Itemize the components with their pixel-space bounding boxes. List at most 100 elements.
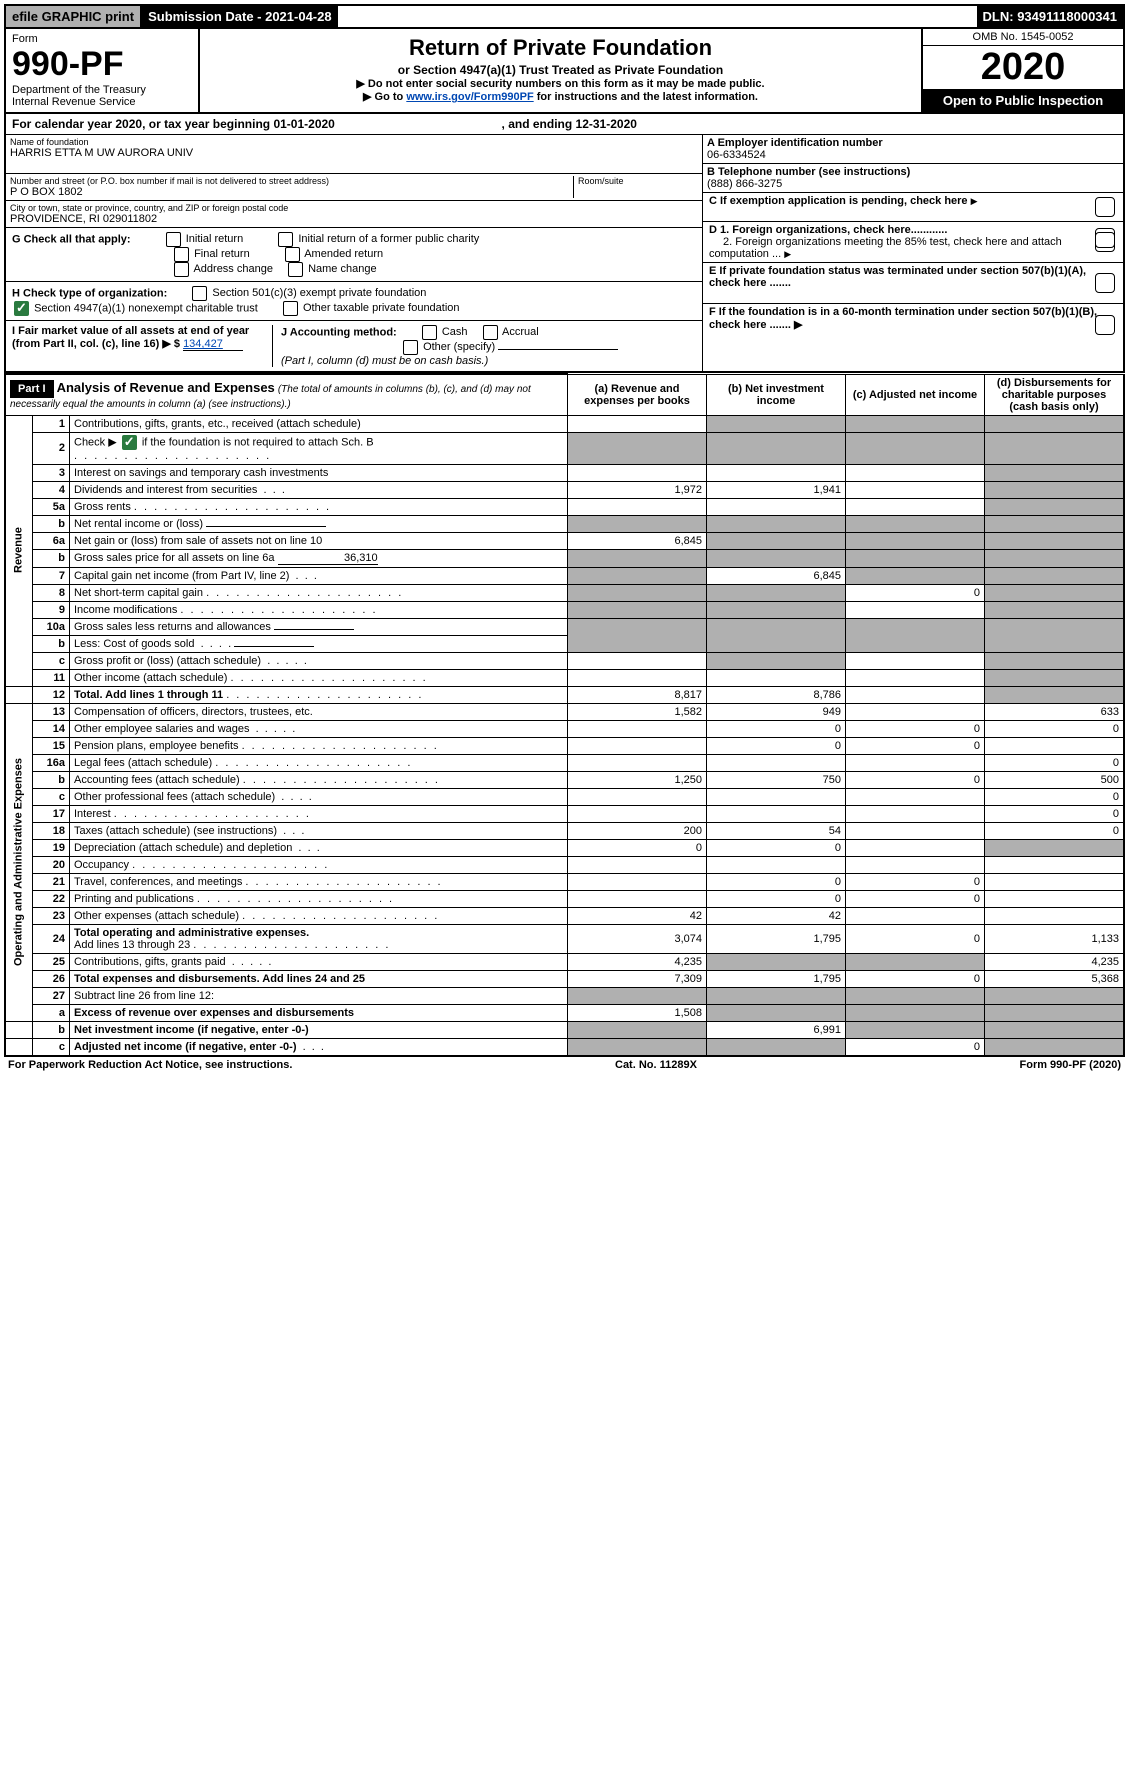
g-opt-3: Amended return — [304, 248, 383, 260]
j-other: Other (specify) — [423, 341, 495, 353]
page-footer: For Paperwork Reduction Act Notice, see … — [4, 1057, 1125, 1073]
lineno: b — [33, 515, 70, 532]
cell-value: 0 — [846, 771, 985, 788]
cell-value: 0 — [707, 720, 846, 737]
address: P O BOX 1802 — [10, 186, 573, 198]
cell-value: 1,250 — [568, 771, 707, 788]
line-desc: Total operating and administrative expen… — [74, 927, 309, 939]
form-number: 990-PF — [12, 45, 192, 84]
line-desc: Travel, conferences, and meetings — [74, 876, 242, 888]
cell-value: 1,972 — [568, 481, 707, 498]
f-label: F If the foundation is in a 60-month ter… — [709, 306, 1097, 331]
line-desc: Legal fees (attach schedule) — [74, 757, 212, 769]
schb-checkbox[interactable] — [122, 435, 137, 450]
part1-title: Analysis of Revenue and Expenses — [57, 380, 275, 395]
line-desc: Other professional fees (attach schedule… — [74, 791, 275, 803]
lineno: 11 — [33, 669, 70, 686]
cell-value: 0 — [985, 805, 1125, 822]
cell-value: 750 — [707, 771, 846, 788]
a-label: A Employer identification number — [707, 137, 1119, 149]
lineno: 19 — [33, 839, 70, 856]
line-desc: Income modifications — [74, 604, 177, 616]
cell-value: 0 — [846, 1038, 985, 1056]
cash-checkbox[interactable] — [422, 325, 437, 340]
initial-former-checkbox[interactable] — [278, 232, 293, 247]
g-label: G Check all that apply: — [12, 233, 131, 245]
other-method-checkbox[interactable] — [403, 340, 418, 355]
irs-label: Internal Revenue Service — [12, 96, 192, 108]
part1-label: Part I — [10, 380, 54, 398]
4947a1-checkbox[interactable] — [14, 301, 29, 316]
fmv-value-link[interactable]: 134,427 — [183, 338, 243, 351]
name-change-checkbox[interactable] — [288, 262, 303, 277]
line-desc: Depreciation (attach schedule) and deple… — [74, 842, 292, 854]
cell-value: 0 — [846, 890, 985, 907]
j-label: J Accounting method: — [281, 326, 397, 338]
cell-value: 1,795 — [707, 970, 846, 987]
efile-print-button[interactable]: efile GRAPHIC print — [6, 6, 142, 27]
calendar-year-mid: , and ending — [502, 117, 576, 131]
table-row: 6aNet gain or (loss) from sale of assets… — [5, 532, 1124, 549]
other-taxable-checkbox[interactable] — [283, 301, 298, 316]
d2-checkbox[interactable] — [1095, 228, 1115, 248]
cell-value: 0 — [846, 737, 985, 754]
table-row: 16aLegal fees (attach schedule) 0 — [5, 754, 1124, 771]
line-desc: Pension plans, employee benefits — [74, 740, 239, 752]
accrual-checkbox[interactable] — [483, 325, 498, 340]
form-subtitle: or Section 4947(a)(1) Trust Treated as P… — [206, 63, 915, 77]
cell-value: 0 — [846, 873, 985, 890]
opex-section-label: Operating and Administrative Expenses — [5, 703, 33, 1021]
line-desc: Net investment income (if negative, ente… — [74, 1024, 309, 1036]
calendar-year-pre: For calendar year 2020, or tax year begi… — [12, 117, 273, 131]
line-desc: Other employee salaries and wages — [74, 723, 249, 735]
table-row: bNet investment income (if negative, ent… — [5, 1021, 1124, 1038]
open-to-public: Open to Public Inspection — [923, 89, 1123, 112]
form990pf-link[interactable]: www.irs.gov/Form990PF — [406, 91, 533, 103]
table-row: 22Printing and publications 00 — [5, 890, 1124, 907]
form-note-1: ▶ Do not enter social security numbers o… — [206, 77, 915, 90]
line-desc: Less: Cost of goods sold — [74, 638, 194, 650]
omb-number: OMB No. 1545-0052 — [923, 29, 1123, 46]
lineno: b — [33, 549, 70, 567]
table-row: 15Pension plans, employee benefits 00 — [5, 737, 1124, 754]
line-desc: Gross sales less returns and allowances — [74, 621, 271, 633]
line-desc: Net gain or (loss) from sale of assets n… — [70, 532, 568, 549]
cell-value: 949 — [707, 703, 846, 720]
table-row: 7Capital gain net income (from Part IV, … — [5, 567, 1124, 584]
table-row: 24 Total operating and administrative exp… — [5, 924, 1124, 953]
table-row: bNet rental income or (loss) — [5, 515, 1124, 532]
address-change-checkbox[interactable] — [174, 262, 189, 277]
cell-value: 42 — [707, 907, 846, 924]
table-row: 17Interest 0 — [5, 805, 1124, 822]
cell-value: 0 — [707, 839, 846, 856]
lineno: 1 — [33, 415, 70, 432]
lineno: 21 — [33, 873, 70, 890]
c-checkbox[interactable] — [1095, 197, 1115, 217]
table-row: 18Taxes (attach schedule) (see instructi… — [5, 822, 1124, 839]
table-row: 27Subtract line 26 from line 12: — [5, 987, 1124, 1004]
501c3-checkbox[interactable] — [192, 286, 207, 301]
lineno: 24 — [33, 924, 70, 953]
e-checkbox[interactable] — [1095, 273, 1115, 293]
d1-label: D 1. Foreign organizations, check here..… — [709, 224, 947, 236]
cell-value: 6,991 — [707, 1021, 846, 1038]
table-row: 26Total expenses and disbursements. Add … — [5, 970, 1124, 987]
f-checkbox[interactable] — [1095, 315, 1115, 335]
footer-left: For Paperwork Reduction Act Notice, see … — [8, 1059, 292, 1071]
line-desc: Check ▶ — [74, 436, 120, 448]
line-desc: Compensation of officers, directors, tru… — [70, 703, 568, 720]
table-row: 9Income modifications — [5, 601, 1124, 618]
d2-label: 2. Foreign organizations meeting the 85%… — [709, 236, 1062, 260]
lineno: a — [33, 1004, 70, 1021]
table-row: bGross sales price for all assets on lin… — [5, 549, 1124, 567]
table-row: cGross profit or (loss) (attach schedule… — [5, 652, 1124, 669]
initial-return-checkbox[interactable] — [166, 232, 181, 247]
g-opt-5: Name change — [308, 263, 377, 275]
submission-date: Submission Date - 2021-04-28 — [142, 6, 338, 27]
cell-value: 500 — [985, 771, 1125, 788]
h-opt-1: Section 501(c)(3) exempt private foundat… — [212, 287, 426, 299]
h-opt-3: Other taxable private foundation — [303, 302, 460, 314]
revenue-section-label: Revenue — [5, 415, 33, 686]
amended-return-checkbox[interactable] — [285, 247, 300, 262]
final-return-checkbox[interactable] — [174, 247, 189, 262]
